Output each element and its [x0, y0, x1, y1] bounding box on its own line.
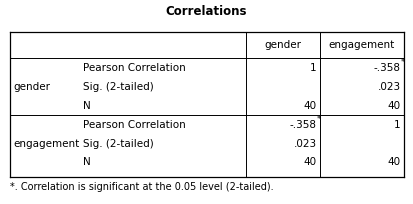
Text: engagement: engagement	[329, 40, 395, 50]
Text: .023: .023	[377, 82, 401, 92]
Text: -.358: -.358	[374, 63, 401, 73]
Text: engagement: engagement	[14, 139, 80, 149]
Text: *: *	[317, 115, 321, 124]
Text: .023: .023	[294, 139, 317, 149]
Text: Sig. (2-tailed): Sig. (2-tailed)	[83, 82, 153, 92]
Text: *. Correlation is significant at the 0.05 level (2-tailed).: *. Correlation is significant at the 0.0…	[10, 182, 274, 192]
Text: gender: gender	[14, 82, 51, 92]
Text: Correlations: Correlations	[166, 5, 247, 18]
Text: *: *	[401, 58, 405, 67]
Text: 1: 1	[310, 63, 317, 73]
Text: 40: 40	[387, 101, 401, 111]
Text: N: N	[83, 101, 90, 111]
Text: N: N	[83, 157, 90, 167]
Text: 40: 40	[304, 101, 317, 111]
Text: gender: gender	[264, 40, 301, 50]
Text: -.358: -.358	[290, 120, 317, 130]
Text: 1: 1	[394, 120, 401, 130]
Text: Pearson Correlation: Pearson Correlation	[83, 120, 185, 130]
Text: 40: 40	[304, 157, 317, 167]
Text: Pearson Correlation: Pearson Correlation	[83, 63, 185, 73]
Text: Sig. (2-tailed): Sig. (2-tailed)	[83, 139, 153, 149]
Text: 40: 40	[387, 157, 401, 167]
